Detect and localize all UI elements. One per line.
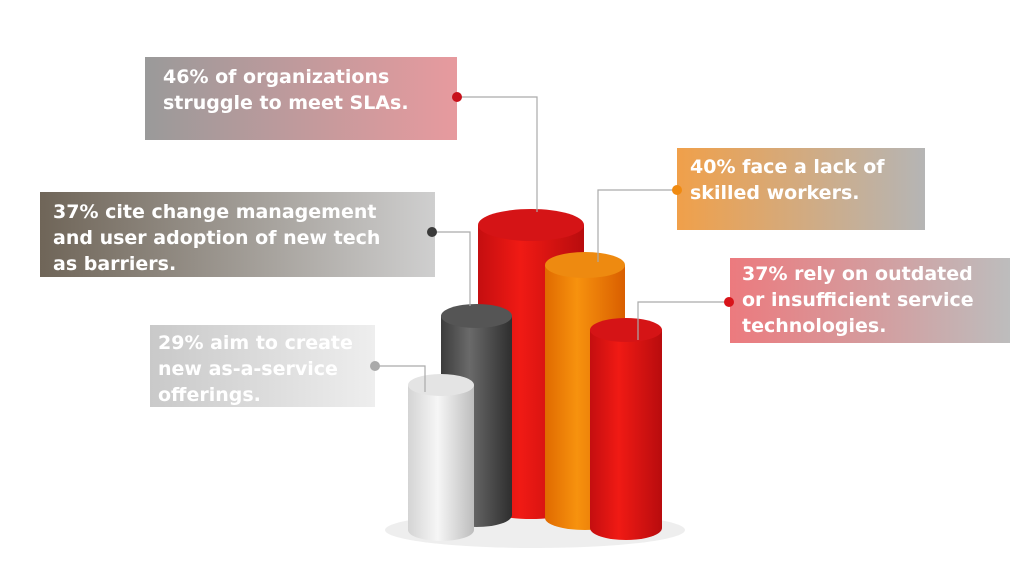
callout-text: 40% face a lack of — [690, 156, 885, 178]
callout-text: or insufficient service — [742, 289, 974, 311]
cylinder-top — [478, 209, 584, 241]
leader-line — [457, 96, 538, 212]
leader-line — [375, 365, 426, 392]
callout-text: 29% aim to create — [158, 332, 353, 354]
leader-line — [432, 231, 471, 306]
cylinder — [590, 330, 662, 540]
callout-box — [40, 192, 435, 277]
dot — [370, 361, 380, 371]
dot — [452, 92, 462, 102]
callout-text: offerings. — [158, 384, 261, 406]
callout-box — [677, 148, 925, 230]
callout-text: 46% of organizations — [163, 66, 389, 88]
dot — [427, 227, 437, 237]
dot — [724, 297, 734, 307]
cylinder-top — [545, 252, 625, 278]
callout-text: new as-a-service — [158, 358, 338, 380]
callout-text: 37% rely on outdated — [742, 263, 973, 285]
cylinder-top — [441, 304, 512, 328]
cylinder-top — [408, 374, 474, 396]
boxes — [40, 57, 1010, 407]
leader-line — [597, 189, 677, 262]
callout-box — [150, 325, 375, 407]
callout-text: skilled workers. — [690, 182, 859, 204]
leader-lines — [375, 96, 729, 392]
dot — [672, 185, 682, 195]
cylinder — [408, 385, 474, 541]
leader-line — [637, 301, 729, 340]
callout-box — [145, 57, 457, 140]
dots — [370, 92, 734, 371]
callout-text: technologies. — [742, 315, 886, 337]
callout-text: as barriers. — [53, 253, 176, 275]
cylinder-top — [590, 318, 662, 342]
callout-text: 37% cite change management — [53, 201, 376, 223]
labels: 46% of organizations struggle to meet SLA… — [53, 66, 974, 406]
cylinders — [408, 209, 662, 541]
callout-text: and user adoption of new tech — [53, 227, 380, 249]
callout-text: struggle to meet SLAs. — [163, 92, 409, 114]
callout-box — [730, 258, 1010, 343]
